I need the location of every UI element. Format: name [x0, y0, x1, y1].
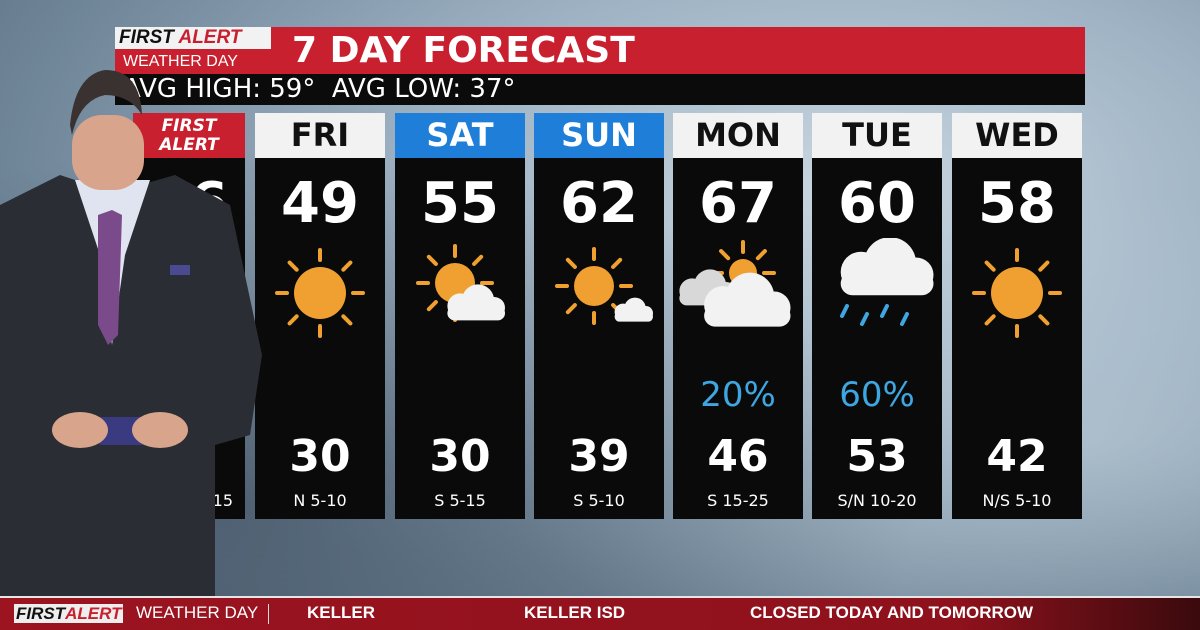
wind: N 5-10 — [293, 491, 347, 510]
logo-text: FIRST — [119, 27, 174, 48]
page-title: 7 DAY FORECAST — [292, 30, 635, 71]
news-ticker: FIRSTALERT WEATHER DAY KELLER KELLER ISD… — [0, 596, 1200, 630]
forecast-day-wed: WED 58 42 N/S 5-10 — [952, 113, 1082, 519]
ticker-district: KELLER ISD — [524, 603, 626, 622]
ticker-location: KELLER — [307, 603, 375, 622]
low-temp: 42 — [986, 431, 1048, 482]
sun-cloud-icon — [416, 244, 505, 322]
precip-chance: 20% — [700, 375, 776, 415]
forecast-day-mon: MON 67 20% 46 S 15-25 — [673, 113, 803, 519]
ticker-logo-text: ALERT — [65, 604, 122, 623]
day-label: SAT — [395, 113, 525, 158]
forecast-day-sun: SUN 62 39 S 5-10 — [534, 113, 664, 519]
ticker-logo: FIRSTALERT — [14, 604, 124, 623]
ticker-label: WEATHER DAY — [136, 603, 259, 622]
sun-icon — [275, 248, 365, 338]
low-temp: 46 — [707, 431, 769, 482]
rain-icon — [840, 238, 934, 326]
wind: N/S 5-10 — [982, 491, 1052, 510]
sun-small-cloud-icon — [555, 247, 653, 325]
day-label: FIRST ALERT — [133, 113, 245, 158]
first-alert-logo: FIRST ALERT WEATHER DAY — [115, 27, 271, 74]
high-temp: 67 — [699, 171, 777, 236]
ticker-status: CLOSED TODAY AND TOMORROW — [750, 603, 1034, 622]
low-temp: 39 — [568, 431, 630, 482]
forecast-day-fri: FRI 49 30 N 5-10 — [255, 113, 385, 519]
day-label: SUN — [534, 113, 664, 158]
forecast-header: FIRST ALERT WEATHER DAY 7 DAY FORECAST — [115, 27, 1085, 74]
high-temp: 55 — [421, 171, 499, 236]
high-temp: 62 — [560, 171, 638, 236]
ticker-logo-text: FIRST — [16, 604, 66, 623]
day-label: FRI — [255, 113, 385, 158]
high-temp: 49 — [281, 171, 359, 236]
sun-icon — [972, 248, 1062, 338]
low-temp: 30 — [429, 431, 491, 482]
wind: S 5-10 — [573, 491, 625, 510]
forecast-day-tue: TUE 60 60% 53 S/N 10-20 — [812, 113, 942, 519]
mostly-cloudy-icon — [679, 240, 791, 327]
forecast-day-sat: SAT 55 30 S 5-15 — [395, 113, 525, 519]
logo-subtitle: WEATHER DAY — [115, 49, 271, 74]
avg-temps: AVG HIGH: 59° AVG LOW: 37° — [115, 74, 1085, 105]
logo-text: ALERT — [178, 27, 242, 48]
high-temp: 60 — [838, 171, 916, 236]
ticker-divider — [268, 604, 269, 624]
wind: S 5-15 — [434, 491, 486, 510]
day-label: WED — [952, 113, 1082, 158]
low-temp: 30 — [289, 431, 351, 482]
day-label: TUE — [812, 113, 942, 158]
wind: 15 — [212, 491, 233, 510]
precip-chance: 60% — [839, 375, 915, 415]
high-temp: 58 — [978, 171, 1056, 236]
meteorologist-figure — [0, 70, 262, 600]
low-temp: 53 — [846, 431, 908, 482]
day-label: MON — [673, 113, 803, 158]
wind: S/N 10-20 — [837, 491, 917, 510]
wind: S 15-25 — [707, 491, 769, 510]
